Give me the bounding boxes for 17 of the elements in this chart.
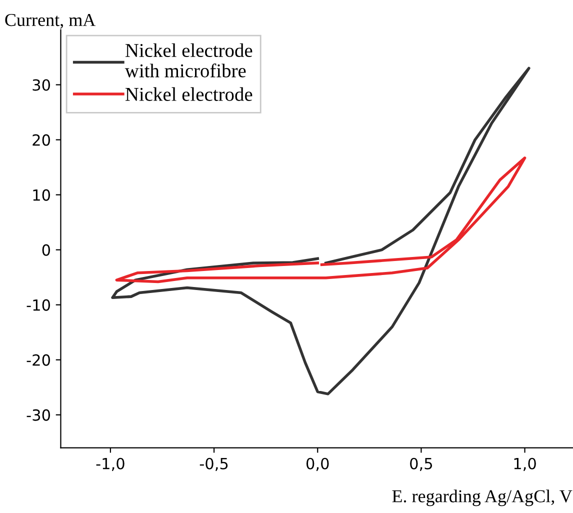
y-tick-label: 20 xyxy=(32,134,50,146)
x-tick-label: 1,0 xyxy=(514,458,536,471)
y-tick-label: -30 xyxy=(26,409,50,421)
line-series xyxy=(115,156,526,284)
x-tick-label: -1,0 xyxy=(96,458,124,471)
legend-label: Nickel electrode with microfibre xyxy=(124,43,252,78)
y-axis-title: Current, mA xyxy=(5,14,96,29)
y-tick-label: 0 xyxy=(42,244,50,256)
legend-label: Nickel electrode xyxy=(125,87,252,101)
y-tick-label: -20 xyxy=(26,354,50,366)
x-tick-label: -0,5 xyxy=(200,458,228,471)
x-tick-label: 0,5 xyxy=(410,458,432,471)
x-tick-label: 0,0 xyxy=(306,458,329,471)
x-axis-title: E. regarding Ag/AgCl, V xyxy=(392,490,572,506)
y-tick-label: 10 xyxy=(33,189,50,201)
y-tick-label: -10 xyxy=(26,299,50,311)
y-tick-label: 30 xyxy=(32,79,50,91)
